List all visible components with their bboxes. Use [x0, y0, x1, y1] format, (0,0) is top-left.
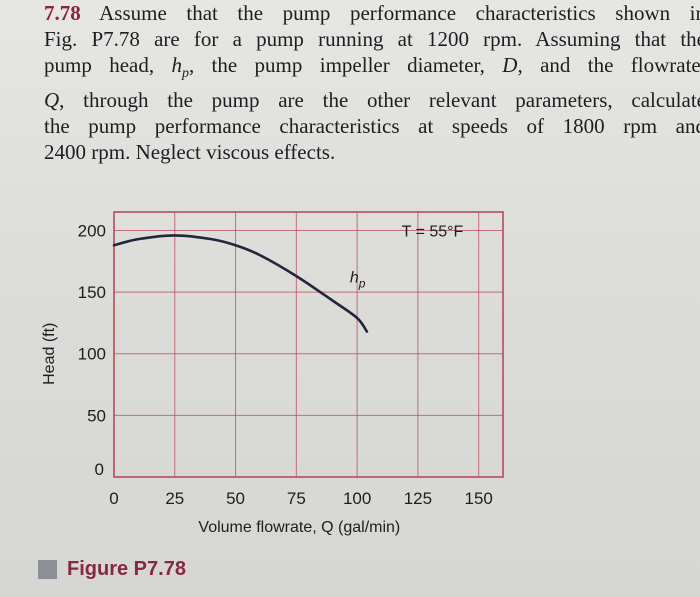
problem-line: the pump performance characteristics at … [44, 113, 700, 139]
series-label-hp: hp [350, 269, 366, 290]
x-axis-label: Volume flowrate, Q (gal/min) [198, 519, 400, 536]
problem-text-segment: the pump performance characteristics at … [44, 114, 700, 139]
y-tick-label: 50 [87, 406, 106, 425]
problem-text-segment: , through the pump are the other relevan… [59, 88, 700, 113]
x-tick-label: 125 [404, 489, 432, 508]
series-line-hp [112, 234, 369, 333]
y-tick-label: 150 [78, 283, 106, 302]
problem-text-segment: , and the flowrate, [517, 53, 700, 77]
problem-line: pump head, hp, the pump impeller diamete… [44, 52, 700, 87]
y-tick-label: 100 [78, 345, 106, 364]
problem-number: 7.78 [44, 1, 81, 25]
problem-text-segment: Q [44, 88, 60, 113]
problem-text-segment: 2400 rpm. Neglect viscous effects. [44, 140, 336, 165]
problem-statement: 7.78 Assume that the pump performance ch… [44, 0, 700, 165]
caption-square-icon [38, 560, 57, 579]
y-tick-label: 0 [95, 460, 104, 479]
y-axis-label: Head (ft) [41, 323, 58, 385]
plot-frame [113, 211, 504, 478]
x-tick-label: 50 [226, 489, 245, 508]
x-tick-label: 75 [287, 489, 306, 508]
problem-line: Fig. P7.78 are for a pump running at 120… [44, 26, 700, 52]
y-tick-label: 200 [78, 221, 106, 240]
problem-line: 2400 rpm. Neglect viscous effects. [44, 139, 700, 165]
x-tick-label: 25 [165, 489, 184, 508]
caption-text: Figure P7.78 [67, 558, 186, 580]
x-tick-label: 0 [109, 489, 118, 508]
figure-caption: Figure P7.78 [38, 558, 186, 581]
problem-text-segment: , the pump impeller diameter, [188, 53, 503, 77]
problem-text-segment: D [502, 53, 518, 77]
temperature-annotation: T = 55°F [402, 223, 464, 240]
x-tick-label: 100 [343, 489, 371, 508]
problem-text-segment: h [171, 53, 182, 77]
problem-text-segment: p [181, 66, 189, 82]
problem-text-segment: pump head, [44, 53, 172, 77]
problem-line: 7.78 Assume that the pump performance ch… [44, 0, 700, 26]
problem-text-segment: Fig. P7.78 are for a pump running at 120… [44, 27, 700, 51]
problem-text-segment: Assume that the pump performance charact… [80, 1, 700, 25]
problem-line: Q, through the pump are the other releva… [44, 87, 700, 113]
x-tick-label: 150 [465, 489, 493, 508]
